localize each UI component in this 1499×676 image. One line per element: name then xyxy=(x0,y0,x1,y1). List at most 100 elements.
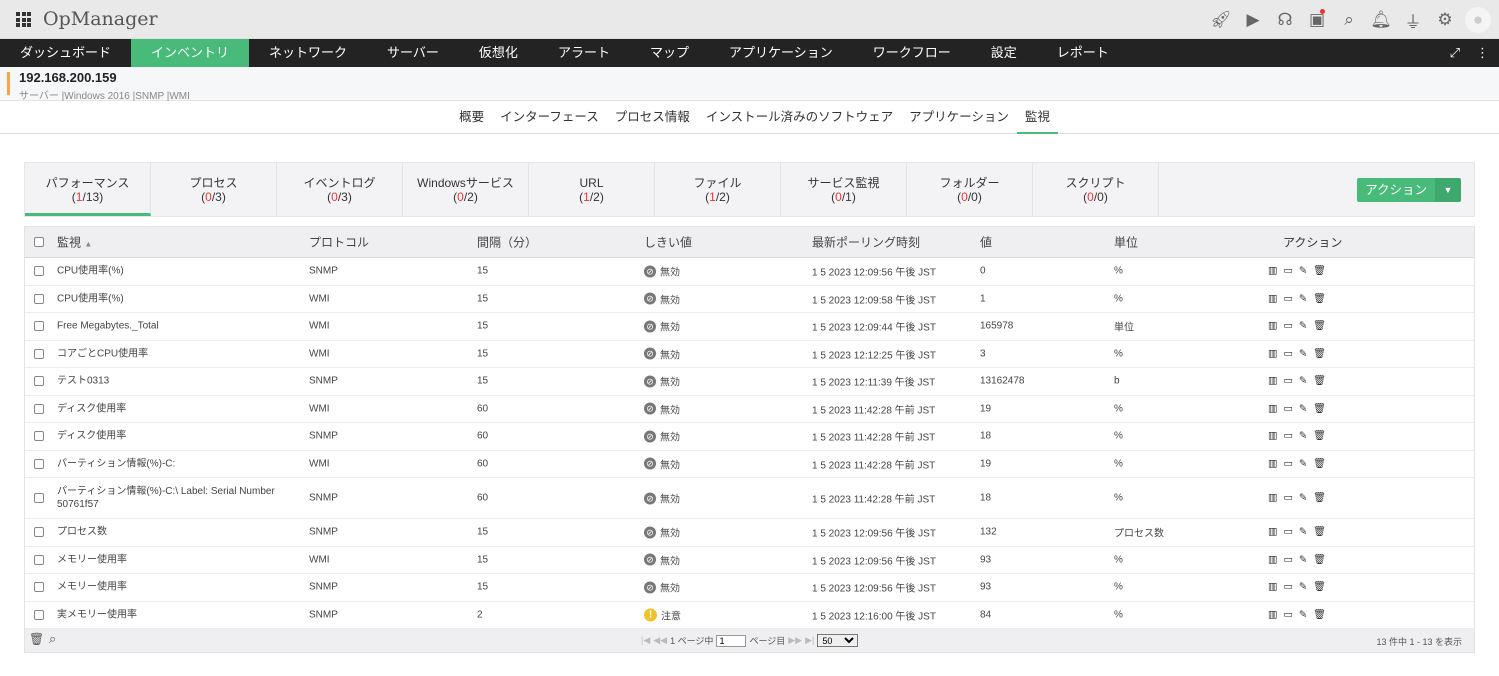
avatar-icon[interactable]: ● xyxy=(1465,7,1491,33)
search-icon[interactable]: ⌕ xyxy=(1344,10,1354,29)
graph-icon[interactable]: ▥ xyxy=(1268,526,1278,538)
edit-icon[interactable]: ✎ xyxy=(1298,348,1308,360)
delete-icon[interactable]: 🗑︎ xyxy=(29,632,45,646)
trash-icon[interactable]: 🗑︎ xyxy=(1313,375,1326,387)
trash-icon[interactable]: 🗑︎ xyxy=(1313,526,1326,538)
monitor-tab[interactable]: サービス監視 (0/1) xyxy=(781,163,907,216)
monitor-name[interactable]: 実メモリー使用率 xyxy=(57,609,137,621)
table-row[interactable]: ディスク使用率 WMI 60 ⊘ 無効 1 5 2023 11:42:28 午前 … xyxy=(25,396,1474,423)
table-row[interactable]: コアごとCPU使用率 WMI 15 ⊘ 無効 1 5 2023 12:12:25 … xyxy=(25,341,1474,368)
monitor-tab[interactable]: プロセス (0/3) xyxy=(151,163,277,216)
nav-item[interactable]: レポート xyxy=(1056,45,1109,60)
sort-icon[interactable]: ▲ xyxy=(84,239,93,249)
nav-item[interactable]: マップ xyxy=(649,45,689,60)
table-row[interactable]: 実メモリー使用率 SNMP 2 ! 注意 1 5 2023 12:16:00 午後… xyxy=(25,602,1474,629)
monitor-icon[interactable]: ▭ xyxy=(1283,403,1293,415)
monitor-icon[interactable]: ▭ xyxy=(1283,458,1293,470)
first-page-icon[interactable]: |◀ xyxy=(641,635,651,645)
app-grid-icon[interactable] xyxy=(16,12,31,27)
chevron-down-icon[interactable]: ▼ xyxy=(1435,178,1461,202)
monitor-icon[interactable]: ▭ xyxy=(1283,609,1293,621)
nav-item[interactable]: アプリケーション xyxy=(728,45,833,60)
subtab[interactable]: プロセス情報 xyxy=(614,110,690,124)
presentation-icon[interactable]: ▶︎ xyxy=(1246,10,1260,29)
monitor-name[interactable]: コアごとCPU使用率 xyxy=(57,348,149,360)
graph-icon[interactable]: ▥ xyxy=(1268,293,1278,305)
edit-icon[interactable]: ✎ xyxy=(1298,375,1308,387)
row-checkbox[interactable] xyxy=(34,403,44,414)
monitor-icon[interactable]: ▭ xyxy=(1283,492,1293,504)
subtab[interactable]: インストール済みのソフトウェア xyxy=(705,110,894,124)
graph-icon[interactable]: ▥ xyxy=(1268,581,1278,593)
row-checkbox[interactable] xyxy=(34,609,44,620)
page-input[interactable] xyxy=(716,634,747,647)
graph-icon[interactable]: ▥ xyxy=(1268,554,1278,566)
monitor-tab[interactable]: Windowsサービス (0/2) xyxy=(403,163,529,216)
gear-icon[interactable]: ⚙ xyxy=(1437,10,1453,29)
table-row[interactable]: メモリー使用率 SNMP 15 ⊘ 無効 1 5 2023 12:09:56 午後… xyxy=(25,574,1474,602)
action-button-label[interactable]: アクション xyxy=(1357,178,1435,202)
row-checkbox[interactable] xyxy=(34,582,44,593)
table-row[interactable]: Free Megabytes._Total WMI 15 ⊘ 無効 1 5 202… xyxy=(25,313,1474,341)
monitor-tab[interactable]: URL (1/2) xyxy=(529,163,655,216)
monitor-name[interactable]: CPU使用率(%) xyxy=(57,293,124,305)
trash-icon[interactable]: 🗑︎ xyxy=(1313,430,1326,442)
trash-icon[interactable]: 🗑︎ xyxy=(1313,320,1326,332)
monitor-name[interactable]: テスト0313 xyxy=(57,375,110,387)
subtab[interactable]: インターフェース xyxy=(500,110,599,124)
monitor-name[interactable]: プロセス数 xyxy=(57,526,107,538)
trash-icon[interactable]: 🗑︎ xyxy=(1313,554,1326,566)
graph-icon[interactable]: ▥ xyxy=(1268,492,1278,504)
plug-icon[interactable]: ⏚ xyxy=(1404,12,1422,32)
column-header-unit[interactable]: 単位 xyxy=(1114,235,1139,250)
row-checkbox[interactable] xyxy=(34,348,44,359)
trash-icon[interactable]: 🗑︎ xyxy=(1313,293,1326,305)
monitor-name[interactable]: ディスク使用率 xyxy=(57,430,127,442)
graph-icon[interactable]: ▥ xyxy=(1268,609,1278,621)
monitor-icon[interactable]: ▭ xyxy=(1283,430,1293,442)
graph-icon[interactable]: ▥ xyxy=(1268,375,1278,387)
column-header-threshold[interactable]: しきい値 xyxy=(644,235,693,250)
edit-icon[interactable]: ✎ xyxy=(1298,430,1308,442)
row-checkbox[interactable] xyxy=(34,431,44,442)
nav-item[interactable]: ダッシュボード xyxy=(20,45,112,60)
trash-icon[interactable]: 🗑︎ xyxy=(1313,609,1326,621)
table-row[interactable]: CPU使用率(%) WMI 15 ⊘ 無効 1 5 2023 12:09:58 午… xyxy=(25,286,1474,313)
edit-icon[interactable]: ✎ xyxy=(1298,320,1308,332)
table-row[interactable]: プロセス数 SNMP 15 ⊘ 無効 1 5 2023 12:09:56 午後 J… xyxy=(25,519,1474,547)
last-page-icon[interactable]: ▶| xyxy=(805,635,815,645)
edit-icon[interactable]: ✎ xyxy=(1298,458,1308,470)
row-checkbox[interactable] xyxy=(34,266,44,277)
nav-item[interactable]: 仮想化 xyxy=(478,45,518,60)
subtab[interactable]: 概要 xyxy=(459,110,485,124)
trash-icon[interactable]: 🗑︎ xyxy=(1313,265,1326,277)
edit-icon[interactable]: ✎ xyxy=(1298,526,1308,538)
monitor-icon[interactable]: ▭ xyxy=(1283,320,1293,332)
bell-icon[interactable]: 🔔︎ xyxy=(1370,10,1392,29)
graph-icon[interactable]: ▥ xyxy=(1268,348,1278,360)
nav-item[interactable]: インベントリ xyxy=(131,39,250,67)
edit-icon[interactable]: ✎ xyxy=(1298,554,1308,566)
trash-icon[interactable]: 🗑︎ xyxy=(1313,348,1326,360)
brand-logo[interactable]: OpManager xyxy=(43,8,158,30)
action-button[interactable]: アクション ▼ xyxy=(1357,178,1461,202)
subtab[interactable]: 監視 xyxy=(1016,101,1058,134)
monitor-name[interactable]: CPU使用率(%) xyxy=(57,265,124,277)
row-checkbox[interactable] xyxy=(34,293,44,304)
column-header-monitor[interactable]: 監視 ▲ xyxy=(57,234,92,251)
edit-icon[interactable]: ✎ xyxy=(1298,265,1308,277)
prev-page-icon[interactable]: ◀◀ xyxy=(653,635,668,645)
nav-item[interactable]: アラート xyxy=(557,45,610,60)
nav-item[interactable]: ワークフロー xyxy=(872,45,951,60)
table-row[interactable]: メモリー使用率 WMI 15 ⊘ 無効 1 5 2023 12:09:56 午後 … xyxy=(25,547,1474,574)
monitor-icon[interactable]: ▭ xyxy=(1283,293,1293,305)
rocket-icon[interactable]: 🚀︎ xyxy=(1210,10,1232,29)
table-row[interactable]: パーティション情報(%)-C:\ Label: Serial Number 50… xyxy=(25,478,1474,519)
nav-item[interactable]: ネットワーク xyxy=(269,45,348,60)
column-header-interval[interactable]: 間隔（分） xyxy=(477,235,538,250)
trash-icon[interactable]: 🗑︎ xyxy=(1313,492,1326,504)
column-header-value[interactable]: 値 xyxy=(980,235,993,250)
trash-icon[interactable]: 🗑︎ xyxy=(1313,581,1326,593)
monitor-tab[interactable]: スクリプト (0/0) xyxy=(1033,163,1159,216)
monitor-icon[interactable]: ▭ xyxy=(1283,265,1293,277)
